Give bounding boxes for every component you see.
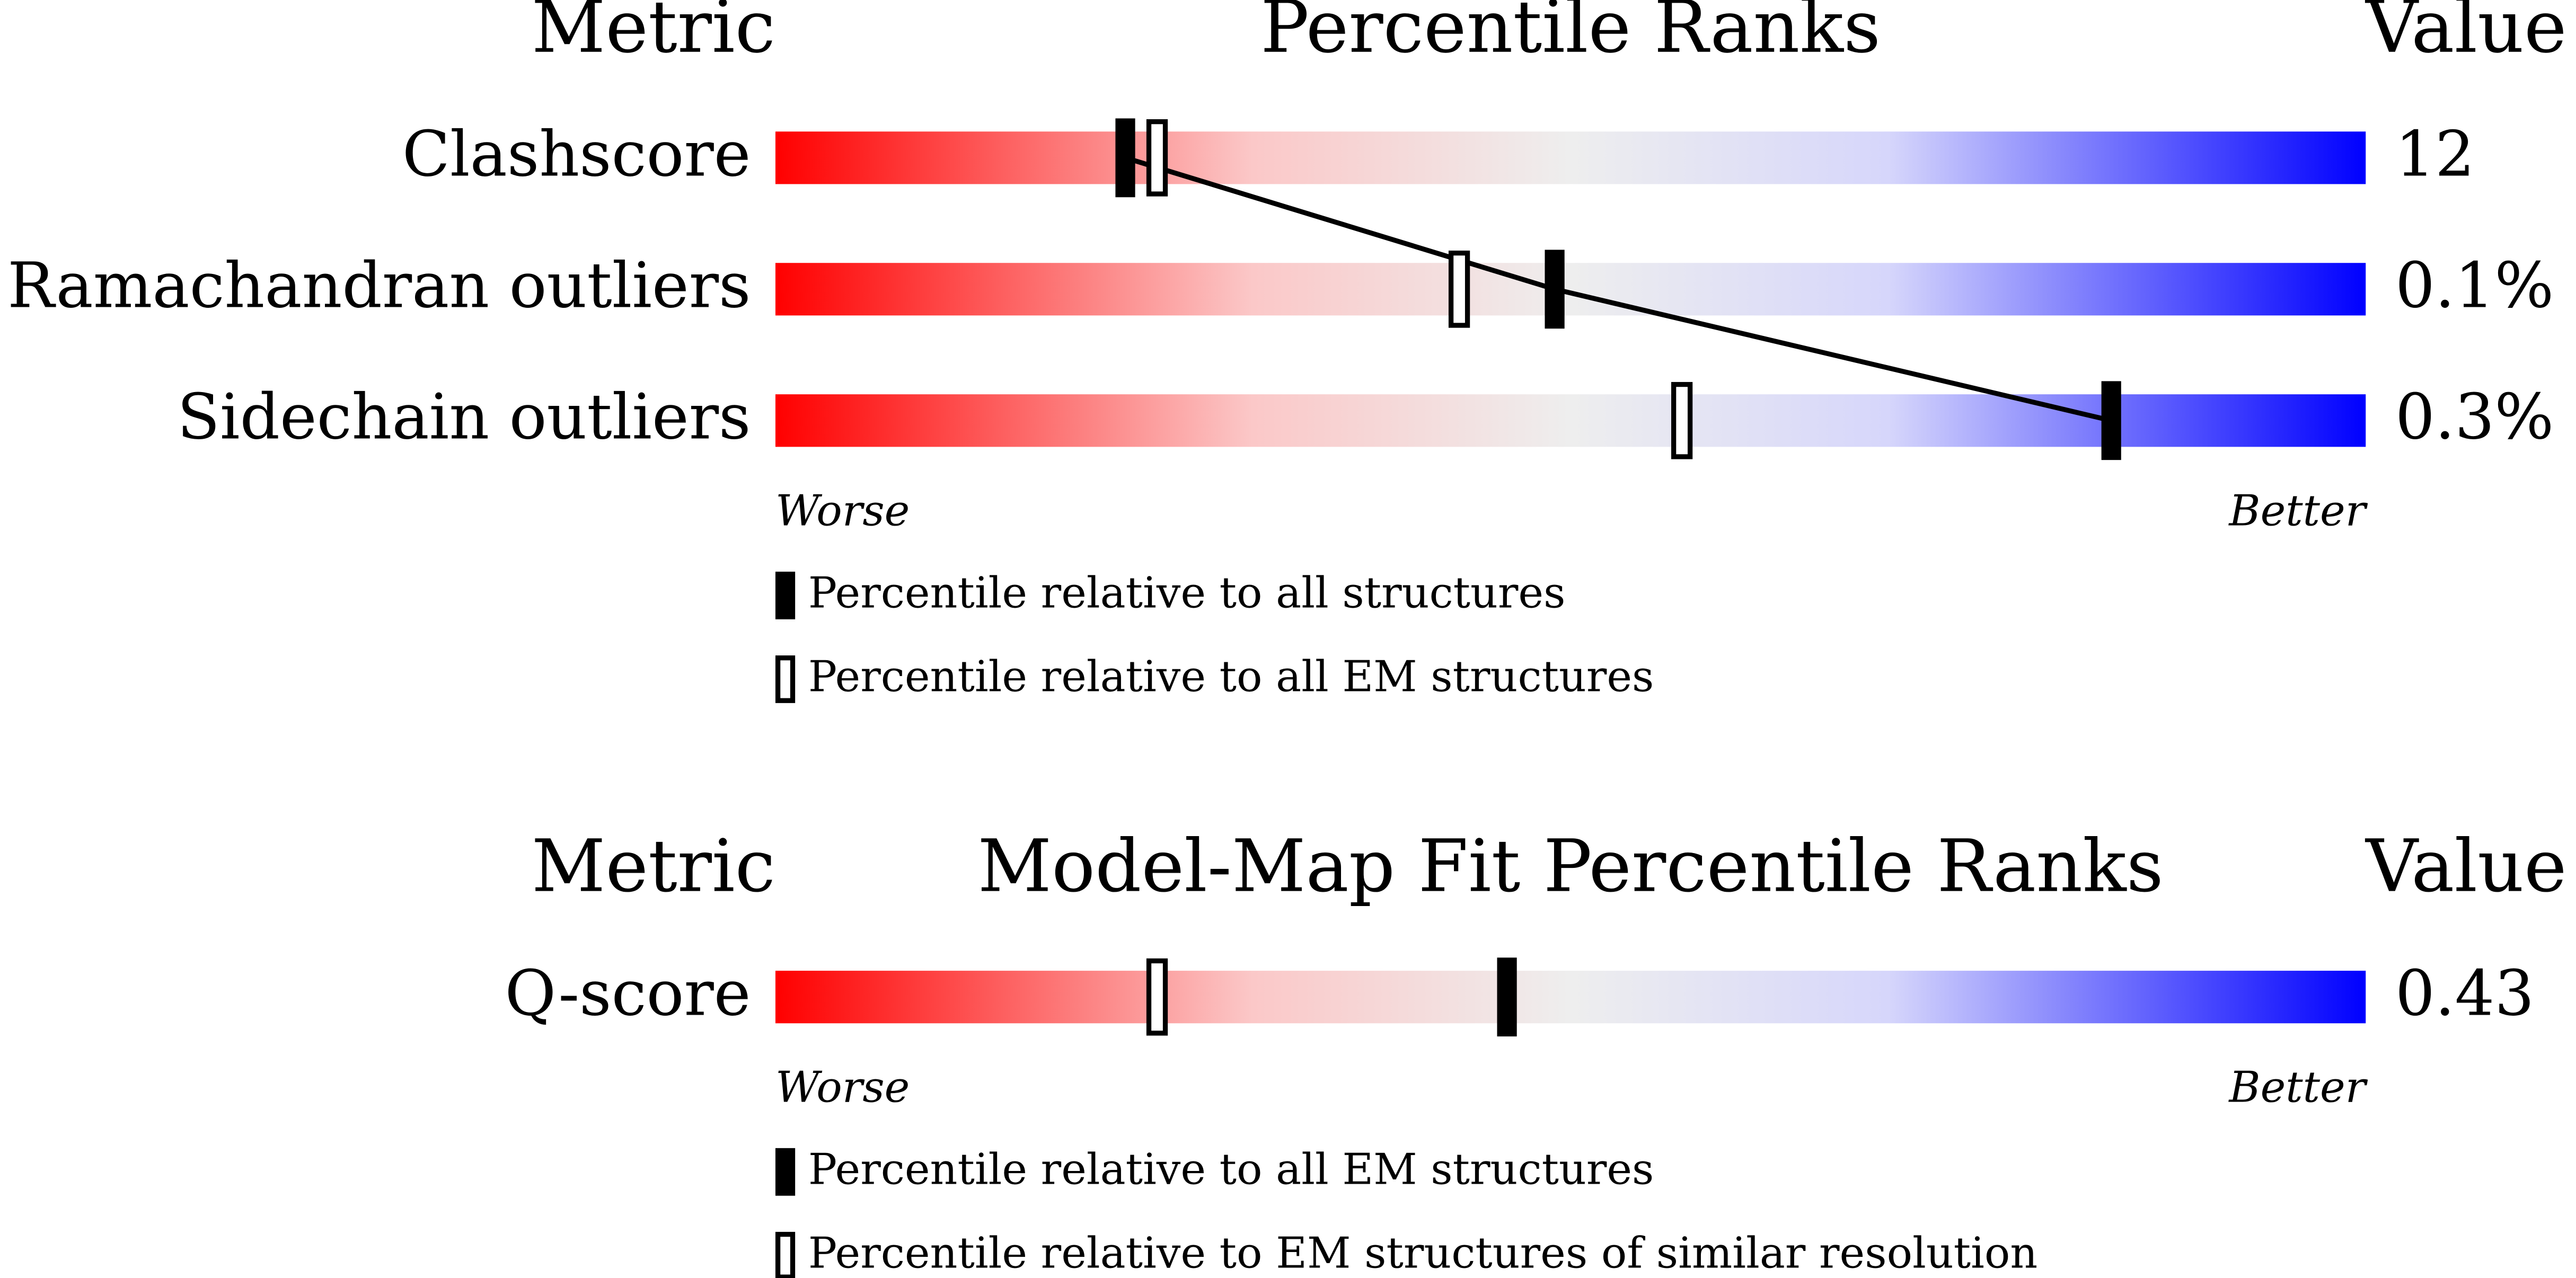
header-metric: Metric: [532, 824, 775, 909]
percentile-all-marker: [1545, 250, 1565, 329]
gradient-bar: [775, 131, 2366, 184]
gradient-bar: [775, 263, 2366, 316]
metric-label: Ramachandran outliers: [7, 249, 751, 322]
gradient-bar: [775, 971, 2366, 1024]
legend-filled-swatch: [775, 571, 796, 619]
header-metric: Metric: [532, 0, 775, 69]
legend-filled-swatch: [775, 1148, 796, 1196]
worse-label: Worse: [775, 1062, 910, 1112]
legend-filled: Percentile relative to all EM structures: [808, 1144, 1654, 1194]
header-title: Model-Map Fit Percentile Ranks: [977, 824, 2163, 909]
percentile-all-marker: [1497, 957, 1517, 1037]
legend-open: Percentile relative to EM structures of …: [808, 1228, 2037, 1278]
metric-label: Sidechain outliers: [177, 380, 751, 453]
legend-open-swatch: [775, 655, 796, 703]
percentile-all-marker: [1115, 118, 1135, 198]
better-label: Better: [2228, 486, 2368, 536]
percentile-em-marker: [1146, 119, 1168, 197]
percentile-em-marker: [1671, 381, 1693, 459]
legend-open-swatch: [775, 1231, 796, 1278]
metric-value: 0.43: [2395, 957, 2534, 1030]
header-value: Value: [2365, 0, 2566, 69]
header-title: Percentile Ranks: [1260, 0, 1881, 69]
percentile-em-marker: [1448, 250, 1470, 328]
metric-label: Q-score: [505, 957, 751, 1030]
legend-filled: Percentile relative to all structures: [808, 568, 1566, 618]
gradient-bar: [775, 394, 2366, 447]
percentile-em-marker: [1146, 958, 1168, 1036]
metric-value: 0.3%: [2395, 380, 2554, 453]
better-label: Better: [2228, 1062, 2368, 1112]
metric-value: 0.1%: [2395, 249, 2554, 322]
legend-open: Percentile relative to all EM structures: [808, 652, 1654, 702]
metric-value: 12: [2395, 118, 2475, 191]
header-value: Value: [2365, 824, 2566, 909]
worse-label: Worse: [775, 486, 910, 536]
metric-label: Clashscore: [402, 118, 751, 191]
percentile-all-marker: [2101, 381, 2121, 460]
